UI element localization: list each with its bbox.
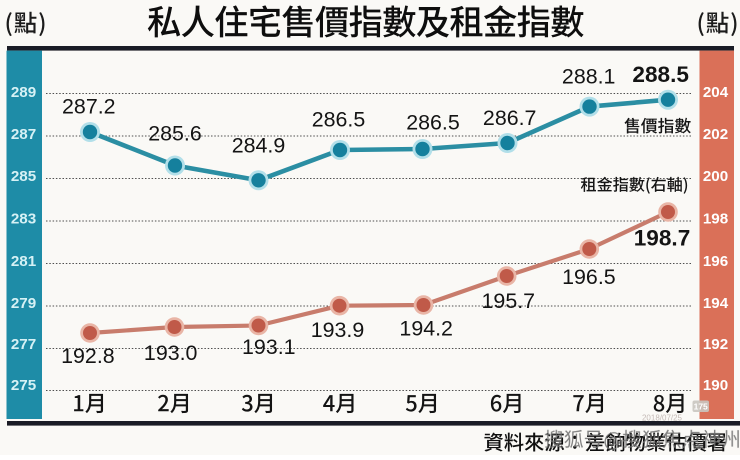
- svg-text:193.1: 193.1: [242, 335, 296, 359]
- svg-text:286.5: 286.5: [312, 108, 366, 132]
- svg-text:194.2: 194.2: [399, 316, 453, 340]
- svg-text:279: 279: [11, 295, 36, 312]
- svg-text:193.0: 193.0: [144, 341, 198, 365]
- svg-text:283: 283: [11, 211, 36, 228]
- svg-text:288.5: 288.5: [632, 62, 689, 87]
- svg-text:287.2: 287.2: [62, 95, 116, 119]
- svg-text:277: 277: [11, 336, 36, 353]
- svg-text:196: 196: [703, 253, 728, 270]
- svg-text:192.8: 192.8: [61, 344, 115, 368]
- svg-text:284.9: 284.9: [232, 134, 286, 158]
- svg-text:195.7: 195.7: [482, 289, 536, 313]
- svg-text:285.6: 285.6: [148, 122, 202, 146]
- svg-text:286.5: 286.5: [406, 111, 460, 135]
- svg-text:194: 194: [703, 295, 729, 312]
- svg-text:198.7: 198.7: [634, 226, 691, 251]
- svg-text:2018/07/25: 2018/07/25: [642, 413, 683, 422]
- svg-text:275: 275: [11, 377, 37, 394]
- svg-text:287: 287: [11, 126, 36, 143]
- svg-text:285: 285: [11, 168, 37, 185]
- svg-text:175: 175: [694, 402, 708, 412]
- svg-text:288.1: 288.1: [562, 65, 616, 89]
- svg-text:196.5: 196.5: [562, 265, 616, 289]
- svg-text:281: 281: [11, 253, 37, 270]
- svg-text:193.9: 193.9: [311, 318, 365, 342]
- svg-text:192: 192: [703, 336, 728, 353]
- svg-text:204: 204: [703, 84, 729, 101]
- svg-text:286.7: 286.7: [483, 106, 537, 130]
- svg-text:202: 202: [703, 126, 728, 143]
- svg-text:289: 289: [11, 84, 36, 101]
- svg-text:200: 200: [703, 168, 728, 185]
- svg-text:190: 190: [703, 377, 728, 394]
- svg-text:198: 198: [703, 211, 728, 228]
